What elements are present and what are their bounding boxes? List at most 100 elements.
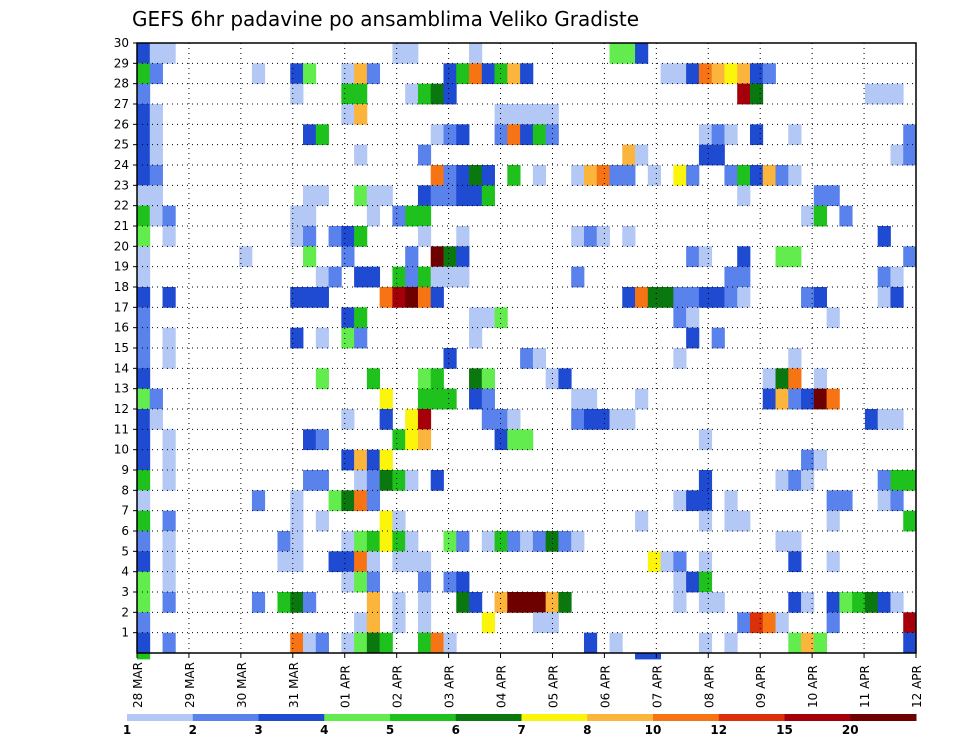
precip-cell xyxy=(328,490,342,512)
precip-cell xyxy=(737,185,751,207)
precip-cell xyxy=(405,83,419,105)
y-tick-label: 11 xyxy=(114,422,129,436)
colorbar-swatch xyxy=(653,714,720,721)
precip-cell xyxy=(149,409,163,430)
precip-cell xyxy=(507,429,521,451)
precip-cell xyxy=(443,531,457,552)
precip-cell xyxy=(251,490,266,512)
precip-cell xyxy=(137,429,151,451)
precip-cell xyxy=(532,612,547,634)
colorbar-label: 5 xyxy=(386,723,394,737)
precip-cell xyxy=(417,571,432,593)
y-tick-label: 10 xyxy=(114,443,129,457)
precip-cell xyxy=(826,510,840,532)
precip-cell xyxy=(647,653,661,660)
precip-cell xyxy=(443,246,457,268)
precip-cell xyxy=(137,490,151,512)
precip-cell xyxy=(481,409,495,430)
precip-cell xyxy=(290,327,304,349)
precip-cell xyxy=(137,612,151,634)
precip-cell xyxy=(341,449,355,471)
precip-cell xyxy=(481,612,495,634)
precip-cell xyxy=(341,63,355,85)
y-tick-label: 25 xyxy=(114,138,129,152)
chart-title: GEFS 6hr padavine po ansamblima Veliko G… xyxy=(132,7,639,31)
precip-cell xyxy=(354,551,368,573)
precip-cell xyxy=(405,429,419,451)
precip-cell xyxy=(417,266,432,288)
precip-cell xyxy=(826,185,840,207)
precip-cell xyxy=(877,83,891,105)
precip-cell xyxy=(315,185,329,207)
precip-cell xyxy=(162,327,176,349)
precip-cell xyxy=(698,571,713,593)
colorbar-label: 12 xyxy=(710,723,727,737)
precip-cell xyxy=(137,63,151,85)
precip-cell xyxy=(596,165,610,186)
precip-cell xyxy=(481,368,495,390)
precip-cell xyxy=(890,470,904,491)
precip-cell xyxy=(635,43,649,64)
precip-cell xyxy=(354,327,368,349)
precip-cell xyxy=(583,409,598,430)
precip-cell xyxy=(686,165,700,186)
precip-cell xyxy=(379,531,393,552)
precip-cell xyxy=(749,165,764,186)
precip-cell xyxy=(430,165,444,186)
precip-cell xyxy=(354,490,368,512)
precip-cell xyxy=(724,266,738,288)
precip-cell xyxy=(443,83,457,105)
precip-cell xyxy=(596,226,610,247)
precip-cell xyxy=(877,266,891,288)
precip-cell xyxy=(724,165,738,186)
precip-cell xyxy=(290,632,304,654)
precip-cell xyxy=(137,409,151,430)
precip-cell xyxy=(354,266,368,288)
precip-cell xyxy=(290,63,304,85)
precip-cell xyxy=(571,165,585,186)
precip-cell xyxy=(379,185,393,207)
precip-cell xyxy=(788,531,802,552)
precip-cell xyxy=(162,348,176,369)
precip-cell xyxy=(481,307,495,329)
precip-cell xyxy=(417,612,432,634)
precip-cell xyxy=(149,185,163,207)
precip-cell xyxy=(686,63,700,85)
colorbar-swatch xyxy=(850,714,917,721)
precip-cell xyxy=(890,144,904,166)
precip-cell xyxy=(788,348,802,369)
precip-cell xyxy=(775,470,789,491)
y-tick-label: 24 xyxy=(114,158,129,172)
precip-cell xyxy=(354,226,368,247)
precip-cell xyxy=(545,531,559,552)
precip-cell xyxy=(417,388,432,410)
precip-cell xyxy=(303,287,317,308)
precip-cell xyxy=(137,348,151,369)
precip-cell xyxy=(737,510,751,532)
precip-cell xyxy=(405,409,419,430)
precip-cell xyxy=(277,551,291,573)
precip-cell xyxy=(379,287,393,308)
precip-cell xyxy=(571,409,585,430)
x-tick-label: 02 APR xyxy=(391,665,405,708)
precip-cell xyxy=(430,368,444,390)
precip-cell xyxy=(137,388,151,410)
precip-cell xyxy=(137,144,151,166)
precip-cell xyxy=(341,307,355,329)
y-tick-label: 28 xyxy=(114,77,129,91)
precip-cell xyxy=(341,246,355,268)
precip-cell xyxy=(469,43,483,64)
precip-cell xyxy=(392,287,406,308)
precip-cell xyxy=(532,165,547,186)
precip-cell xyxy=(788,246,802,268)
colorbar-label: 6 xyxy=(452,723,460,737)
precip-cell xyxy=(903,246,917,268)
precip-cell xyxy=(430,185,444,207)
precip-cell xyxy=(571,388,585,410)
x-tick-label: 31 MAR xyxy=(287,662,301,708)
precip-cell xyxy=(137,571,151,593)
precip-cell xyxy=(647,287,661,308)
precip-cell xyxy=(673,287,687,308)
precip-cell xyxy=(290,510,304,532)
precip-cell xyxy=(609,632,623,654)
